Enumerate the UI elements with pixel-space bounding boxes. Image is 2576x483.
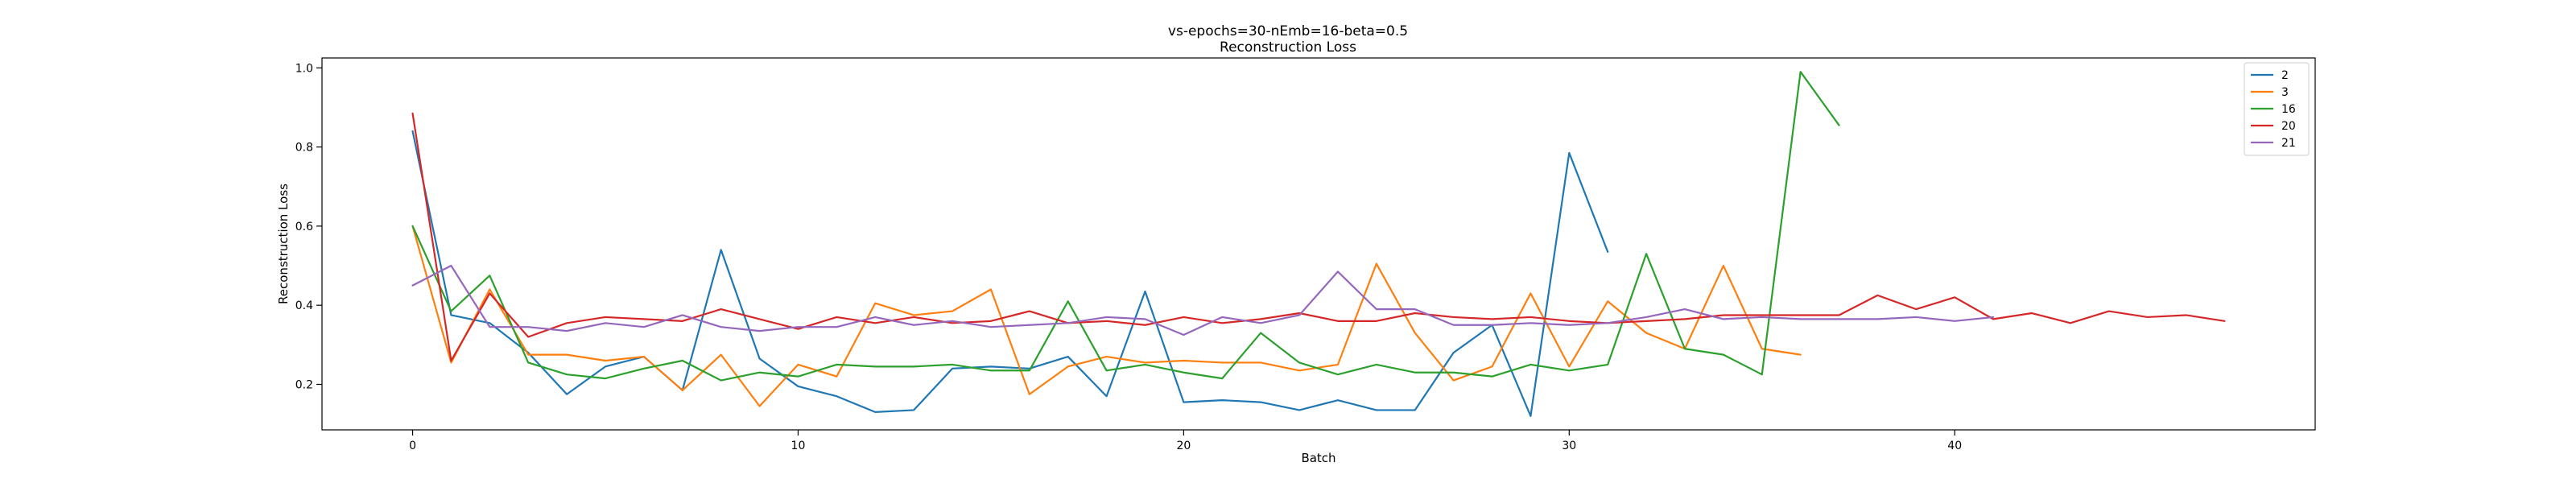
series-line-2 [411,130,1609,417]
x-tick-label: 30 [1562,440,1576,452]
x-axis: 0 10 20 30 40 [409,430,1962,452]
legend-label-21: 21 [2281,137,2296,150]
series-line-16 [411,71,1840,382]
legend-label-20: 20 [2281,120,2296,133]
x-tick-label: 0 [409,440,416,452]
y-tick-label: 0.8 [295,142,313,155]
legend-label-3: 3 [2281,86,2289,99]
y-axis: 0.2 0.4 0.6 0.8 1.0 [295,62,322,391]
x-axis-label: Batch [1301,451,1335,465]
legend-label-2: 2 [2281,69,2289,82]
legend-label-16: 16 [2281,103,2296,116]
series-line-3 [411,225,1802,407]
series-line-21 [411,264,1995,336]
series-line-20 [411,112,2226,362]
y-tick-label: 0.4 [295,299,313,312]
chart-subtitle: Reconstruction Loss [1220,39,1356,56]
x-tick-label: 20 [1176,440,1191,452]
legend: 2 3 16 20 21 [2244,62,2310,156]
y-tick-label: 1.0 [295,62,313,75]
legend-box [2244,62,2310,156]
axes-frame [321,57,2316,431]
x-tick-label: 40 [1947,440,1962,452]
plot-area [411,71,2226,417]
y-tick-label: 0.6 [295,221,313,233]
chart-title: vs-epochs=30-nEmb=16-beta=0.5 [1168,23,1408,39]
y-axis-label: Reconstruction Loss [276,184,291,304]
y-tick-label: 0.2 [295,378,313,391]
x-tick-label: 10 [791,440,806,452]
